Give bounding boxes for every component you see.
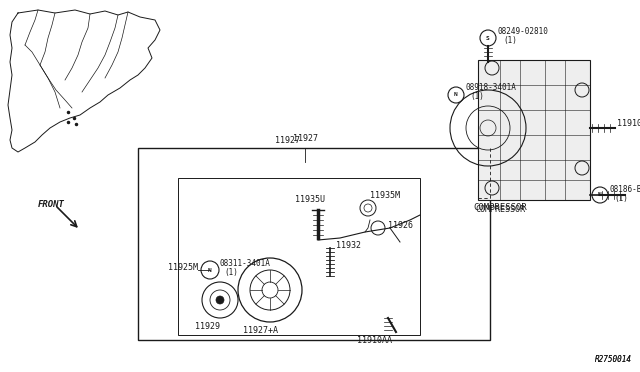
- Bar: [138, 148, 490, 340]
- Text: 11935M: 11935M: [370, 192, 400, 201]
- Text: (1): (1): [470, 93, 484, 102]
- Text: 08249-02810: 08249-02810: [498, 28, 549, 36]
- Text: N: N: [208, 267, 212, 273]
- Text: COMPRESSOR: COMPRESSOR: [475, 205, 525, 214]
- Text: N: N: [598, 192, 602, 198]
- Text: 11910AA: 11910AA: [358, 336, 392, 345]
- Text: 11927: 11927: [275, 136, 301, 145]
- Text: (1): (1): [503, 36, 517, 45]
- Text: (1): (1): [224, 267, 238, 276]
- Text: 11910A: 11910A: [617, 119, 640, 128]
- Text: 11927+A: 11927+A: [243, 326, 278, 335]
- Text: N: N: [454, 93, 458, 97]
- Text: FRONT: FRONT: [38, 200, 65, 209]
- Text: 08311-3401A: 08311-3401A: [220, 259, 271, 267]
- Text: 08918-3401A: 08918-3401A: [465, 83, 516, 93]
- Text: 11926: 11926: [388, 221, 413, 230]
- Bar: [178, 178, 420, 335]
- Bar: [478, 60, 590, 200]
- Text: 11927: 11927: [292, 134, 317, 143]
- Text: R2750014: R2750014: [595, 355, 632, 364]
- Text: 11925M: 11925M: [168, 263, 198, 272]
- Text: 11932: 11932: [336, 241, 361, 250]
- Text: COMPRESSOR: COMPRESSOR: [473, 203, 527, 212]
- Text: 11929: 11929: [195, 322, 221, 331]
- Text: (1): (1): [614, 195, 628, 203]
- Text: S: S: [486, 35, 490, 41]
- Text: R2750014: R2750014: [595, 355, 632, 364]
- Text: 11935U: 11935U: [295, 195, 325, 204]
- Text: 08186-B301A: 08186-B301A: [610, 186, 640, 195]
- Circle shape: [216, 296, 224, 304]
